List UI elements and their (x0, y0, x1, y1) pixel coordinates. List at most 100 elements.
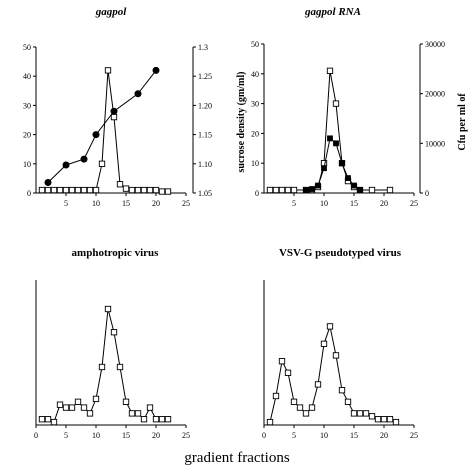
data-point (368, 186, 376, 194)
panel-gagpol: gagpol 5 10 15 20 25 0 10 20 30 40 50 1.05 1.10 1.15 1.… (23, 6, 247, 208)
data-point (296, 404, 304, 411)
data-point (86, 410, 94, 417)
data-point (80, 186, 88, 194)
data-point (116, 181, 124, 188)
x-tick-label: 0 (34, 431, 38, 440)
data-point (134, 410, 142, 417)
data-point (62, 186, 70, 194)
data-point (290, 398, 298, 405)
data-point (386, 416, 394, 423)
data-point (278, 186, 286, 194)
data-point (62, 404, 70, 411)
x-tick-label: 25 (410, 199, 418, 208)
series-line (42, 70, 168, 192)
x-tick-label: 10 (92, 199, 100, 208)
data-point (315, 182, 321, 189)
data-point (284, 186, 292, 194)
y2-tick-label: 1.25 (198, 72, 212, 81)
y2-axis-label: Cfu per ml of (457, 93, 468, 151)
y2-tick-label: 30000 (425, 40, 445, 49)
data-point (44, 186, 52, 194)
data-point (128, 410, 136, 417)
panel-vsv-g-pseudotyped-virus: VSV-G pseudotyped virus 0 5 10 15 20 25 (262, 247, 418, 440)
data-point (164, 188, 172, 195)
data-point (92, 131, 100, 139)
y2-tick-label: 1.10 (198, 160, 212, 169)
x-tick-label: 20 (380, 199, 388, 208)
chart-title: gagpol (95, 6, 128, 18)
data-point (50, 186, 58, 194)
x-tick-label: 15 (350, 199, 358, 208)
y-tick-label: 20 (251, 129, 259, 138)
data-point (44, 178, 52, 186)
chart-title: VSV-G pseudotyped virus (279, 247, 402, 259)
data-point (68, 404, 76, 411)
y2-tick-label: 20000 (425, 90, 445, 99)
panel-gagpol-rna: gagpol RNA 5 10 15 20 25 0 10 20 30 40 50 0 10000 2000… (251, 6, 468, 208)
data-point (62, 161, 70, 169)
data-point (368, 413, 376, 420)
data-point (152, 416, 160, 423)
data-point (290, 186, 298, 194)
y2-tick-label: 1.05 (198, 189, 212, 198)
data-point (56, 186, 64, 194)
data-point (309, 186, 315, 192)
data-point (140, 416, 148, 423)
y-tick-label: 20 (23, 131, 31, 140)
data-point (392, 418, 400, 426)
x-tick-label: 25 (182, 199, 190, 208)
data-point (98, 160, 106, 167)
x-tick-label: 10 (92, 431, 100, 440)
y2-tick-label: 10000 (425, 139, 445, 148)
data-point (140, 186, 148, 194)
data-point (56, 401, 64, 408)
y-tick-label: 50 (23, 43, 31, 52)
x-tick-label: 10 (320, 199, 328, 208)
data-point (164, 416, 172, 423)
data-point (128, 186, 136, 194)
data-point (152, 66, 160, 74)
data-point (344, 398, 352, 405)
data-point (284, 369, 292, 376)
y2-tick-label: 0 (425, 189, 429, 198)
x-tick-label: 20 (152, 431, 160, 440)
data-point (86, 186, 94, 194)
data-point (380, 416, 388, 423)
x-tick-label: 20 (380, 431, 388, 440)
data-point (266, 186, 274, 194)
data-point (356, 410, 364, 417)
data-point (272, 392, 280, 400)
y-tick-label: 0 (27, 189, 31, 198)
data-point (314, 381, 322, 388)
data-point (104, 67, 112, 74)
x-tick-label: 10 (320, 431, 328, 440)
y-tick-label: 30 (251, 100, 259, 109)
data-point (333, 140, 339, 147)
y-tick-label: 0 (255, 189, 259, 198)
data-point (386, 186, 394, 194)
chart-title: amphotropic virus (72, 247, 160, 259)
x-tick-label: 0 (262, 431, 266, 440)
data-point (122, 185, 130, 192)
data-point (116, 363, 124, 371)
data-point (44, 416, 52, 423)
data-point (38, 186, 46, 194)
data-point (110, 107, 118, 115)
y-tick-label: 10 (251, 159, 259, 168)
data-point (374, 416, 382, 423)
x-tick-label: 5 (64, 199, 68, 208)
data-point (350, 410, 358, 417)
data-point (303, 187, 309, 194)
data-point (326, 323, 334, 330)
data-point (326, 67, 334, 74)
y-tick-label: 30 (23, 101, 31, 110)
data-point (38, 416, 46, 423)
y-tick-label: 40 (251, 70, 259, 79)
data-point (74, 398, 82, 405)
data-point (122, 398, 130, 405)
data-point (278, 358, 286, 365)
x-tick-label: 5 (292, 431, 296, 440)
x-tick-label: 5 (292, 199, 296, 208)
data-point (50, 418, 58, 426)
data-point (146, 186, 154, 194)
